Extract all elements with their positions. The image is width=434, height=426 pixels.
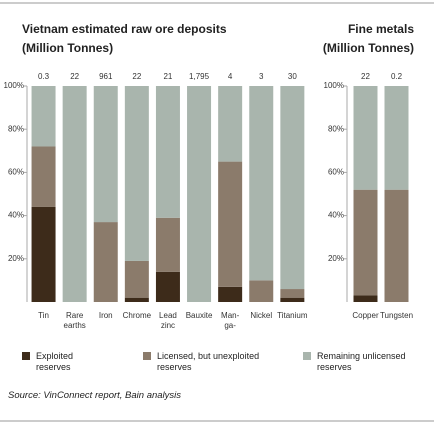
- bar-segment: [155, 271, 180, 302]
- bar-segment: [384, 189, 409, 302]
- y-tick-label: 40%: [8, 211, 24, 220]
- x-tick-label: Bauxite: [186, 311, 213, 320]
- legend-item: Exploited reserves: [22, 351, 92, 373]
- total-label: 0.2: [391, 72, 403, 81]
- bar-segment: [62, 86, 87, 302]
- bar-segment: [280, 86, 305, 290]
- bar-segment: [218, 161, 243, 287]
- legend-item: Remaining unlicensed reserves: [303, 351, 428, 373]
- legend-swatch: [22, 352, 30, 360]
- bar-segment: [353, 295, 378, 302]
- legend-swatch: [143, 352, 151, 360]
- bar-segment: [353, 189, 378, 296]
- y-tick-label: 100%: [324, 81, 344, 90]
- bar-segment: [218, 286, 243, 302]
- x-tick-label: Titanium: [277, 311, 308, 320]
- legend-label: Licensed, but unexploited reserves: [157, 351, 260, 372]
- bar-segment: [280, 289, 305, 298]
- bar-segment: [187, 86, 212, 302]
- legend-label: Exploited reserves: [36, 351, 74, 372]
- x-tick-label: Lead zinc: [159, 311, 177, 330]
- bar-segment: [31, 206, 56, 302]
- bar-segment: [353, 86, 378, 190]
- bar-segment: [384, 86, 409, 190]
- x-tick-label: Iron: [99, 311, 113, 320]
- chart-subtitle: (Million Tonnes): [22, 41, 113, 55]
- y-tick-label: 60%: [328, 168, 344, 177]
- bar-segment: [124, 86, 149, 261]
- y-tick-label: 80%: [328, 124, 344, 133]
- y-tick-label: 80%: [8, 124, 24, 133]
- x-tick-label: Nickel: [250, 311, 272, 320]
- total-label: 4: [228, 72, 233, 81]
- y-tick-label: 60%: [8, 168, 24, 177]
- total-label: 22: [361, 72, 370, 81]
- bar-segment: [249, 280, 274, 302]
- total-label: 1,795: [189, 72, 210, 81]
- bar-segment: [124, 297, 149, 302]
- total-label: 961: [99, 72, 113, 81]
- bar-segment: [31, 146, 56, 207]
- total-label: 0.3: [38, 72, 50, 81]
- x-tick-label: Man-ga-: [221, 311, 240, 330]
- total-label: 22: [132, 72, 141, 81]
- x-tick-label: Rare earths: [64, 311, 86, 330]
- bar-segment: [218, 86, 243, 162]
- bar-segment: [155, 217, 180, 272]
- y-tick-label: 20%: [8, 254, 24, 263]
- bar-segment: [93, 222, 118, 302]
- chart-subtitle: (Million Tonnes): [323, 41, 414, 55]
- total-label: 22: [70, 72, 79, 81]
- x-tick-label: Copper: [352, 311, 379, 320]
- x-tick-label: Tin: [38, 311, 49, 320]
- bar-segment: [280, 297, 305, 302]
- total-label: 3: [259, 72, 264, 81]
- y-tick-label: 20%: [328, 254, 344, 263]
- x-tick-label: Tungsten: [380, 311, 413, 320]
- legend-swatch: [303, 352, 311, 360]
- bar-segment: [249, 86, 274, 281]
- bar-segment: [93, 86, 118, 223]
- chart-title: Fine metals: [348, 22, 414, 36]
- source-note: Source: VinConnect report, Bain analysis: [8, 390, 182, 401]
- x-tick-label: Chrome: [123, 311, 152, 320]
- legend-label: Remaining unlicensed reserves: [317, 351, 406, 372]
- bar-segment: [155, 86, 180, 218]
- total-label: 30: [288, 72, 297, 81]
- total-label: 21: [163, 72, 172, 81]
- bar-segment: [124, 260, 149, 298]
- y-tick-label: 100%: [4, 81, 24, 90]
- chart-title: Vietnam estimated raw ore deposits: [22, 22, 227, 36]
- legend-item: Licensed, but unexploited reserves: [143, 351, 283, 373]
- y-tick-label: 40%: [328, 211, 344, 220]
- bar-segment: [31, 86, 56, 147]
